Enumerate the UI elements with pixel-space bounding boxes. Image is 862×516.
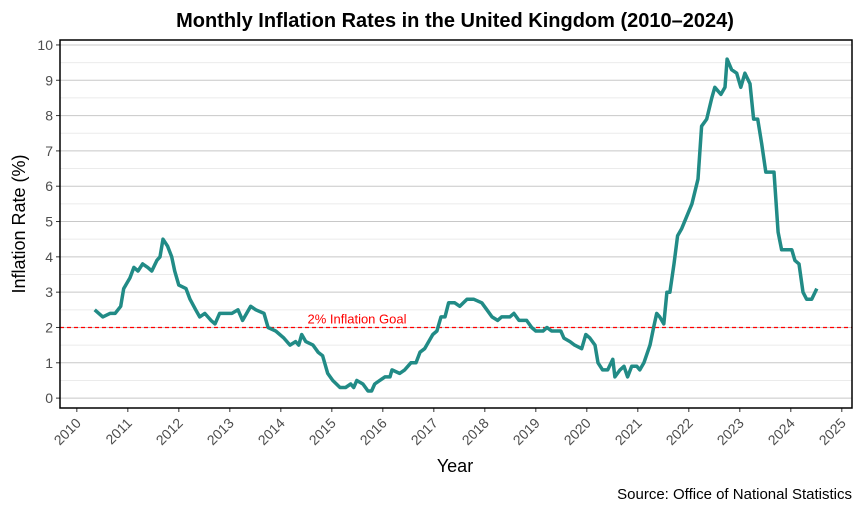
inflation-goal-label: 2% Inflation Goal <box>307 311 406 326</box>
x-tick-label: 2021 <box>612 415 645 448</box>
y-tick-label: 8 <box>45 108 53 124</box>
y-tick-label: 1 <box>45 355 53 371</box>
x-tick-label: 2024 <box>765 415 798 448</box>
gridlines <box>60 44 852 399</box>
source-caption: Source: Office of National Statistics <box>617 486 852 503</box>
y-tick-label: 2 <box>45 319 53 335</box>
x-tick-label: 2012 <box>153 415 186 448</box>
x-tick-label: 2011 <box>102 415 135 448</box>
y-tick-label: 6 <box>45 178 53 194</box>
y-tick-label: 4 <box>45 249 53 265</box>
x-tick-label: 2017 <box>408 415 441 448</box>
y-axis-label: Inflation Rate (%) <box>9 154 29 293</box>
inflation-series-line <box>93 57 819 393</box>
y-tick-label: 7 <box>45 143 53 159</box>
y-tick-label: 10 <box>37 37 53 53</box>
x-tick-label: 2023 <box>714 415 747 448</box>
x-tick-label: 2018 <box>459 415 492 448</box>
reference-line-group: 2% Inflation Goal <box>60 311 852 329</box>
y-tick-label: 0 <box>45 390 53 406</box>
x-tick-label: 2020 <box>561 415 594 448</box>
y-tick-label: 5 <box>45 214 53 230</box>
x-tick-label: 2025 <box>816 415 849 448</box>
x-tick-label: 2019 <box>510 415 543 448</box>
x-axis-ticks: 2010 2011 2012 2013 2014 2015 2016 2017 2018 2019… <box>51 408 849 448</box>
x-tick-label: 2022 <box>663 415 696 448</box>
chart-title: Monthly Inflation Rates in the United Ki… <box>176 10 734 32</box>
x-tick-label: 2010 <box>51 415 84 448</box>
y-tick-label: 9 <box>45 72 53 88</box>
y-axis-ticks: 0 1 2 3 4 5 6 7 8 9 10 <box>37 37 60 406</box>
y-tick-label: 3 <box>45 284 53 300</box>
x-axis-label: Year <box>437 456 473 476</box>
plot-frame <box>59 39 853 409</box>
x-tick-label: 2014 <box>255 415 288 448</box>
x-tick-label: 2013 <box>204 415 237 448</box>
x-tick-label: 2015 <box>306 415 339 448</box>
x-tick-label: 2016 <box>357 415 390 448</box>
